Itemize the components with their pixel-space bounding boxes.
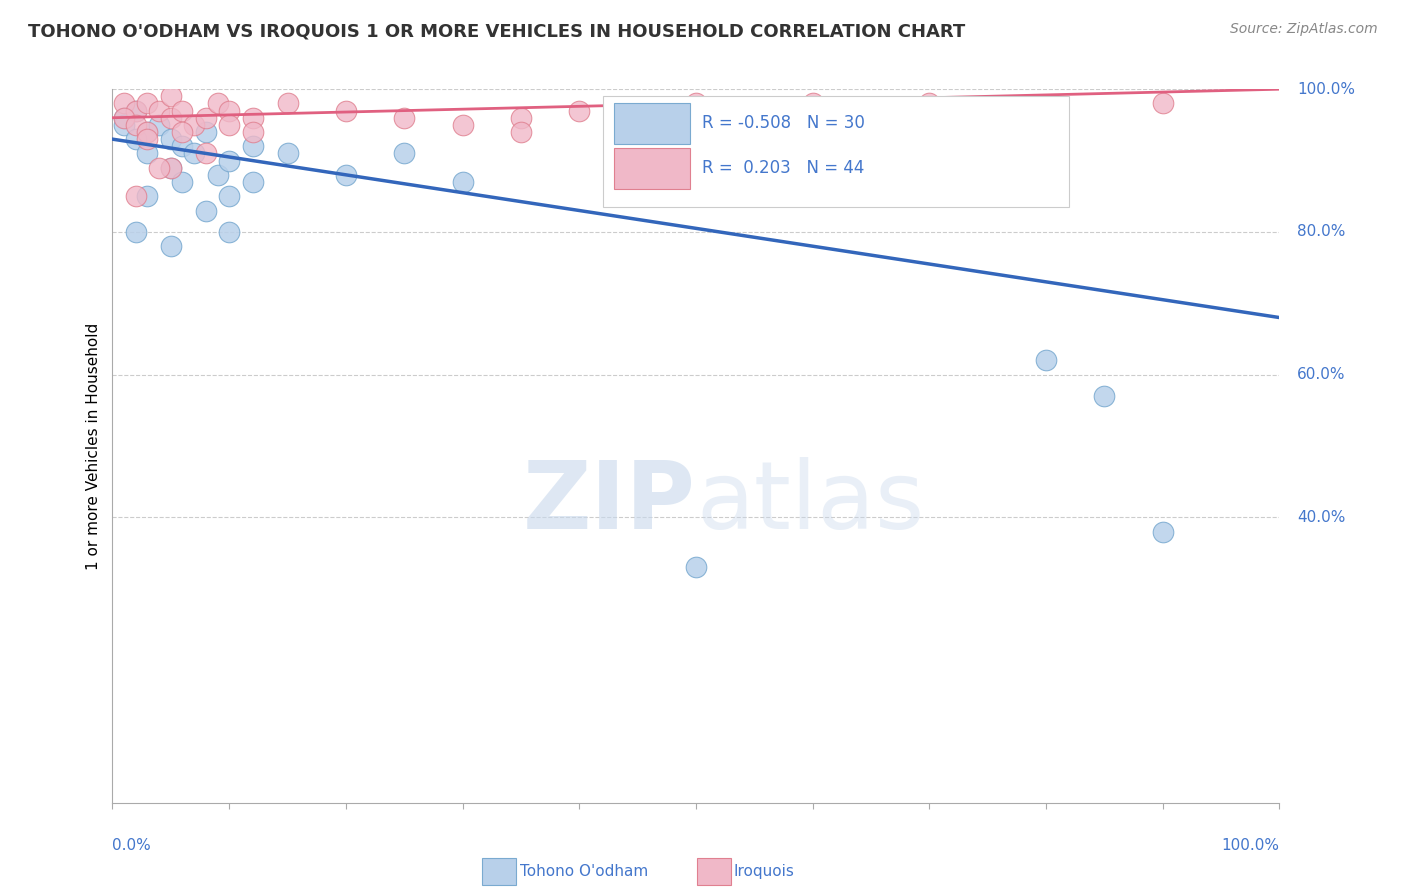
- Point: [976, 103, 998, 118]
- Text: TOHONO O'ODHAM VS IROQUOIS 1 OR MORE VEHICLES IN HOUSEHOLD CORRELATION CHART: TOHONO O'ODHAM VS IROQUOIS 1 OR MORE VEH…: [28, 22, 966, 40]
- Point: [160, 89, 183, 103]
- Point: [685, 560, 707, 574]
- Point: [1152, 524, 1174, 539]
- Point: [136, 125, 159, 139]
- Point: [112, 118, 135, 132]
- Point: [136, 125, 159, 139]
- Point: [392, 111, 416, 125]
- Point: [859, 111, 883, 125]
- Point: [160, 239, 183, 253]
- Point: [1035, 353, 1057, 368]
- Point: [125, 103, 148, 118]
- Point: [801, 96, 824, 111]
- Point: [451, 175, 474, 189]
- Point: [218, 225, 240, 239]
- Point: [218, 103, 240, 118]
- Point: [218, 189, 240, 203]
- FancyBboxPatch shape: [603, 96, 1070, 207]
- Point: [194, 203, 217, 218]
- FancyBboxPatch shape: [614, 103, 690, 145]
- Point: [125, 189, 148, 203]
- Point: [160, 161, 183, 175]
- Text: 80.0%: 80.0%: [1296, 225, 1346, 239]
- Point: [207, 96, 229, 111]
- Point: [242, 125, 264, 139]
- Point: [218, 153, 240, 168]
- Point: [918, 96, 941, 111]
- Point: [172, 175, 194, 189]
- Point: [160, 111, 183, 125]
- Point: [335, 103, 357, 118]
- Point: [509, 125, 531, 139]
- Point: [742, 103, 765, 118]
- Text: Iroquois: Iroquois: [734, 864, 794, 879]
- Point: [685, 96, 707, 111]
- Point: [136, 132, 159, 146]
- Point: [801, 168, 824, 182]
- Text: atlas: atlas: [696, 457, 924, 549]
- Point: [125, 132, 148, 146]
- Point: [194, 125, 217, 139]
- Text: R = -0.508   N = 30: R = -0.508 N = 30: [702, 114, 865, 132]
- Point: [242, 139, 264, 153]
- Point: [125, 118, 148, 132]
- Point: [242, 111, 264, 125]
- Point: [918, 139, 941, 153]
- Point: [136, 146, 159, 161]
- Point: [801, 139, 824, 153]
- Point: [172, 125, 194, 139]
- Point: [148, 103, 170, 118]
- Point: [112, 111, 135, 125]
- Point: [112, 96, 135, 111]
- Text: ZIP: ZIP: [523, 457, 696, 549]
- Point: [276, 96, 298, 111]
- Point: [859, 132, 883, 146]
- Text: Source: ZipAtlas.com: Source: ZipAtlas.com: [1230, 22, 1378, 37]
- Point: [136, 96, 159, 111]
- Point: [125, 103, 148, 118]
- Point: [183, 146, 205, 161]
- Point: [112, 111, 135, 125]
- Point: [242, 175, 264, 189]
- Point: [276, 146, 298, 161]
- Text: 100.0%: 100.0%: [1222, 838, 1279, 854]
- Point: [148, 161, 170, 175]
- Point: [218, 118, 240, 132]
- Point: [1092, 389, 1115, 403]
- Point: [125, 225, 148, 239]
- Point: [160, 161, 183, 175]
- Point: [1152, 96, 1174, 111]
- Text: Tohono O'odham: Tohono O'odham: [520, 864, 648, 879]
- Point: [451, 118, 474, 132]
- Point: [942, 175, 965, 189]
- Text: 0.0%: 0.0%: [112, 838, 152, 854]
- Point: [509, 111, 531, 125]
- Text: 60.0%: 60.0%: [1296, 368, 1346, 382]
- Point: [172, 139, 194, 153]
- Point: [742, 153, 765, 168]
- Point: [160, 132, 183, 146]
- FancyBboxPatch shape: [614, 148, 690, 189]
- Point: [207, 168, 229, 182]
- Point: [335, 168, 357, 182]
- Y-axis label: 1 or more Vehicles in Household: 1 or more Vehicles in Household: [86, 322, 101, 570]
- Point: [194, 111, 217, 125]
- Point: [172, 103, 194, 118]
- Point: [392, 146, 416, 161]
- Text: 100.0%: 100.0%: [1296, 82, 1355, 96]
- Text: R =  0.203   N = 44: R = 0.203 N = 44: [702, 159, 865, 177]
- Point: [194, 146, 217, 161]
- Text: 40.0%: 40.0%: [1296, 510, 1346, 524]
- Point: [568, 103, 591, 118]
- Point: [148, 118, 170, 132]
- Point: [136, 189, 159, 203]
- Point: [685, 175, 707, 189]
- Point: [183, 118, 205, 132]
